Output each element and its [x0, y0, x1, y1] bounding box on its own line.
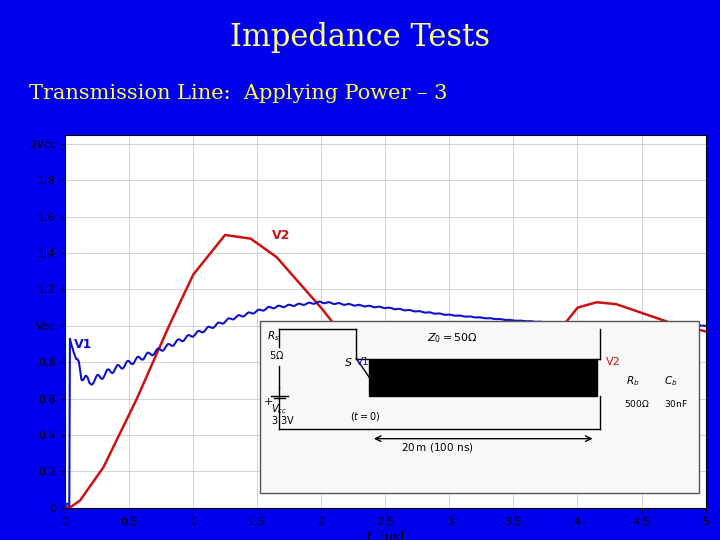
Text: $30\mathrm{nF}$: $30\mathrm{nF}$ [664, 398, 688, 409]
X-axis label: t  [µs]: t [µs] [366, 531, 404, 540]
Text: V1: V1 [356, 357, 370, 367]
Text: V2: V2 [606, 357, 621, 367]
Text: $V_{cc}$: $V_{cc}$ [271, 402, 287, 416]
Bar [260, 321, 699, 492]
Text: $R_s$: $R_s$ [266, 329, 279, 343]
Text: Transmission Line:  Applying Power – 3: Transmission Line: Applying Power – 3 [29, 84, 447, 103]
Text: V1: V1 [73, 338, 92, 350]
Text: $S$: $S$ [343, 356, 352, 368]
Text: V2: V2 [272, 228, 291, 241]
Text: $20\,\mathrm{m}$ (100 ns): $20\,\mathrm{m}$ (100 ns) [402, 442, 474, 455]
Text: $(t=0)$: $(t=0)$ [350, 410, 381, 423]
Text: $C_b$: $C_b$ [664, 374, 678, 388]
Text: $3.3\mathrm{V}$: $3.3\mathrm{V}$ [271, 414, 295, 426]
Text: $5\Omega$: $5\Omega$ [269, 349, 284, 361]
Bar [369, 359, 597, 396]
Text: $500\Omega$: $500\Omega$ [624, 398, 649, 409]
Text: $+$: $+$ [264, 396, 274, 407]
Text: $R_b$: $R_b$ [626, 374, 639, 388]
Text: Impedance Tests: Impedance Tests [230, 22, 490, 52]
Text: $Z_0 = 50\Omega$: $Z_0 = 50\Omega$ [427, 331, 478, 345]
